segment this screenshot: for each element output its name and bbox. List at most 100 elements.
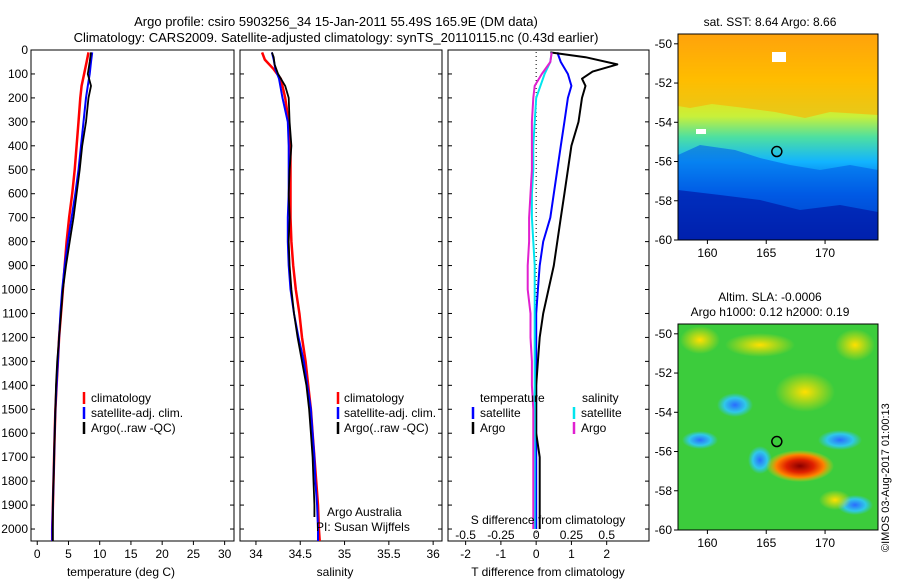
sst-map — [677, 33, 879, 241]
salinity-difference-xlabel: S difference from climatology — [471, 513, 626, 527]
salinity-xlabel: salinity — [317, 565, 354, 579]
difference-x-axis: -2 -1 0 1 2 -0.5 -0.25 0 0.25 0.5 — [455, 528, 615, 561]
depth-tick-label: 1000 — [1, 283, 28, 297]
difference-xlabel: T difference from climatology — [471, 565, 625, 579]
map-y-tick-label: -56 — [655, 155, 673, 169]
depth-tick-label: 1800 — [1, 474, 28, 488]
x-tick-label: 15 — [124, 547, 138, 561]
imos-watermark: ©IMOS 03-Aug-2017 01:00:13 — [880, 403, 892, 552]
map-y-tick-label: -52 — [655, 76, 673, 90]
legend-label-satellite: satellite-adj. clim. — [344, 406, 436, 420]
map-y-tick-label: -60 — [655, 523, 673, 537]
s-tick-label: -0.25 — [487, 528, 515, 542]
sst-map-frame — [677, 33, 879, 241]
sla-map-title-line2: Argo h1000: 0.12 h2000: 0.19 — [691, 305, 850, 319]
x-tick-label: 30 — [218, 547, 232, 561]
map-x-tick-label: 170 — [815, 536, 835, 550]
depth-tick-label: 800 — [8, 235, 28, 249]
x-tick-label: -2 — [460, 547, 471, 561]
figure-title-line2: Climatology: CARS2009. Satellite-adjuste… — [74, 30, 599, 45]
sla-high-area — [725, 333, 795, 357]
x-tick-label: 34 — [249, 547, 263, 561]
depth-tick-label: 1400 — [1, 378, 28, 392]
figure-title-line1: Argo profile: csiro 5903256_34 15-Jan-20… — [134, 14, 538, 29]
legend-header-salinity: salinity — [582, 391, 619, 405]
depth-tick-label: 1500 — [1, 402, 28, 416]
sst-missing-patch — [696, 129, 706, 134]
x-tick-label: -1 — [496, 547, 507, 561]
argo-position-marker — [771, 435, 783, 448]
depth-tick-label: 300 — [8, 115, 28, 129]
temperature-xlabel: temperature (deg C) — [67, 565, 175, 579]
map-x-tick-label: 160 — [697, 536, 717, 550]
series-line-salinity-argo — [526, 52, 553, 529]
sla-peak — [766, 450, 834, 482]
series-line-salinity-satellite — [530, 52, 553, 529]
legend-header-temperature: temperature — [480, 391, 545, 405]
map-x-tick-label: 160 — [697, 246, 717, 260]
difference-series — [526, 51, 619, 529]
x-tick-label: 20 — [155, 547, 169, 561]
salinity-panel — [239, 49, 443, 542]
sst-warm-area — [678, 34, 878, 118]
map-x-tick-label: 170 — [815, 246, 835, 260]
salinity-x-axis: 34 34.5 35 35.5 36 — [249, 541, 440, 561]
series-line-satellite-adj-clim- — [270, 52, 319, 541]
depth-axis: 0 100 200 300 400 500 600 700 800 900 1000 1100 1200… — [1, 43, 649, 536]
difference-panel — [447, 49, 650, 542]
sla-low-area — [748, 446, 772, 474]
series-line-temperature-argo — [535, 51, 619, 529]
s-tick-label: 0.5 — [598, 528, 615, 542]
map-y-tick-label: -56 — [655, 445, 673, 459]
sla-low-area — [682, 431, 718, 449]
s-tick-label: 0 — [533, 528, 540, 542]
x-tick-label: 10 — [93, 547, 107, 561]
map-y-tick-label: -54 — [655, 405, 673, 419]
depth-tick-label: 200 — [8, 91, 28, 105]
depth-tick-label: 900 — [8, 259, 28, 273]
depth-tick-label: 1900 — [1, 498, 28, 512]
salinity-legend: climatology satellite-adj. clim. Argo(..… — [336, 391, 436, 435]
legend-label-climatology: climatology — [344, 391, 404, 405]
sla-high-area — [775, 372, 835, 412]
x-tick-label: 34.5 — [289, 547, 313, 561]
sla-map — [677, 323, 879, 531]
legend-label-t-argo: Argo — [480, 421, 506, 435]
depth-tick-label: 1300 — [1, 354, 28, 368]
sst-missing-patch — [772, 52, 786, 62]
map-x-tick-label: 165 — [756, 536, 776, 550]
argo-position-marker — [771, 145, 783, 158]
x-tick-label: 35 — [338, 547, 352, 561]
x-tick-label: 25 — [187, 547, 201, 561]
x-tick-label: 0 — [533, 547, 540, 561]
map-y-tick-label: -52 — [655, 366, 673, 380]
difference-legend: temperature salinity satellite Argo sate… — [471, 391, 622, 435]
sla-low-area — [818, 430, 862, 450]
depth-tick-label: 2000 — [1, 522, 28, 536]
pi-annotation: PI: Susan Wijffels — [316, 520, 410, 534]
s-tick-label: 0.25 — [560, 528, 584, 542]
temperature-panel — [30, 49, 235, 542]
series-line-temperature-satellite — [535, 52, 573, 529]
map-x-tick-label: 165 — [756, 246, 776, 260]
x-tick-label: 0 — [34, 547, 41, 561]
map-y-tick-label: -54 — [655, 115, 673, 129]
legend-label-climatology: climatology — [91, 391, 151, 405]
map-y-tick-label: -50 — [655, 327, 673, 341]
legend-label-s-argo: Argo — [581, 421, 607, 435]
depth-tick-label: 1700 — [1, 450, 28, 464]
depth-tick-label: 1600 — [1, 426, 28, 440]
sla-high-area — [835, 329, 875, 361]
x-tick-label: 36 — [426, 547, 440, 561]
legend-label-t-satellite: satellite — [480, 406, 521, 420]
temperature-x-axis: 0 5 10 15 20 25 30 — [34, 541, 232, 561]
depth-tick-label: 1100 — [2, 306, 28, 320]
sst-coldest-area — [678, 190, 878, 240]
depth-tick-label: 600 — [8, 187, 28, 201]
sst-map-axes: 160 165 170 -50 -52 -54 -56 -58 -60 — [655, 37, 836, 260]
argo-australia-annotation: Argo Australia — [327, 505, 402, 519]
depth-tick-label: 1200 — [1, 330, 28, 344]
sla-high-area — [680, 326, 720, 354]
sla-map-title-line1: Altim. SLA: -0.0006 — [718, 290, 822, 304]
